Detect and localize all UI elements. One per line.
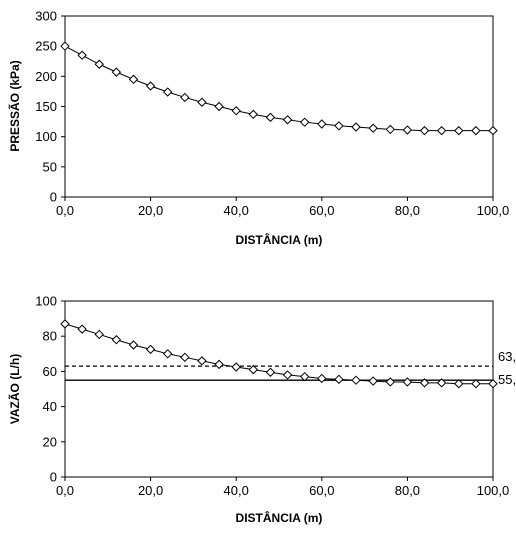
data-point-marker xyxy=(402,125,413,135)
x-tick-label: 60,0 xyxy=(309,483,334,498)
x-tick-label: 40,0 xyxy=(224,203,249,218)
data-point-marker xyxy=(214,359,224,370)
data-point-marker xyxy=(128,340,139,350)
flow-series xyxy=(60,319,498,389)
pressure-chart: 0 50 100 150 200 250 300 0,0 20,0 40,0 60,0 80,0 10… xyxy=(7,9,509,248)
pressure-x-ticks: 0,0 20,0 40,0 60,0 80,0 100,0 xyxy=(56,197,509,218)
reference-line-label: 55,0 xyxy=(498,372,516,387)
data-point-marker xyxy=(488,125,498,136)
data-point-marker xyxy=(299,117,310,127)
flow-x-axis-title: DISTÂNCIA (m) xyxy=(236,510,323,525)
flow-chart: 0 20 40 60 80 100 0,0 20,0 40,0 60,0 80,0 100,0 63… xyxy=(7,294,516,526)
flow-reference-lines: 63,0 55,0 xyxy=(65,349,516,387)
data-point-marker xyxy=(60,319,70,329)
y-tick-label: 200 xyxy=(35,69,57,84)
data-point-marker xyxy=(471,125,481,136)
x-tick-label: 80,0 xyxy=(395,203,420,218)
data-point-marker xyxy=(163,87,173,97)
data-point-marker xyxy=(334,374,344,385)
data-point-marker xyxy=(111,67,122,77)
x-tick-label: 20,0 xyxy=(138,203,163,218)
data-point-marker xyxy=(94,59,104,69)
data-point-marker xyxy=(436,125,447,136)
x-tick-label: 100,0 xyxy=(477,483,510,498)
pressure-x-axis-title: DISTÂNCIA (m) xyxy=(236,232,323,247)
x-tick-label: 60,0 xyxy=(309,203,334,218)
data-point-marker xyxy=(145,81,156,91)
data-point-marker xyxy=(163,349,173,359)
data-point-marker xyxy=(231,362,241,372)
x-tick-label: 100,0 xyxy=(477,203,510,218)
pressure-plot-area xyxy=(64,15,494,198)
data-point-marker xyxy=(471,379,481,389)
y-tick-label: 0 xyxy=(50,470,57,485)
data-point-marker xyxy=(282,115,293,125)
data-point-marker xyxy=(180,352,190,363)
data-point-marker xyxy=(197,356,207,366)
pressure-series xyxy=(60,41,498,136)
data-point-marker xyxy=(368,123,378,133)
pressure-y-ticks: 0 50 100 150 200 250 300 xyxy=(35,9,65,205)
data-point-marker xyxy=(60,41,70,51)
data-point-marker xyxy=(488,379,498,389)
flow-x-ticks: 0,0 20,0 40,0 60,0 80,0 100,0 xyxy=(56,477,509,498)
data-point-marker xyxy=(385,377,395,387)
data-point-marker xyxy=(77,324,87,334)
data-point-marker xyxy=(385,124,395,135)
data-point-marker xyxy=(180,92,190,103)
y-tick-label: 250 xyxy=(35,39,57,54)
y-tick-label: 100 xyxy=(35,129,57,144)
x-tick-label: 0,0 xyxy=(56,203,74,218)
data-point-marker xyxy=(299,371,310,382)
data-point-marker xyxy=(214,101,224,112)
data-point-marker xyxy=(77,50,87,60)
y-tick-label: 80 xyxy=(43,329,57,344)
data-point-marker xyxy=(368,376,378,386)
data-point-marker xyxy=(248,109,259,120)
data-point-marker xyxy=(351,122,361,132)
y-tick-label: 20 xyxy=(43,434,57,449)
pressure-y-axis-title: PRESSÃO (kPa) xyxy=(7,60,22,151)
y-tick-label: 300 xyxy=(35,9,57,24)
data-point-marker xyxy=(282,370,293,380)
y-tick-label: 100 xyxy=(35,294,57,309)
data-point-marker xyxy=(111,335,122,345)
data-point-marker xyxy=(317,119,327,129)
x-tick-label: 80,0 xyxy=(395,483,420,498)
data-point-marker xyxy=(419,125,430,136)
x-tick-label: 40,0 xyxy=(224,483,249,498)
y-tick-label: 60 xyxy=(43,364,57,379)
data-point-marker xyxy=(265,367,276,377)
data-point-marker xyxy=(351,375,361,385)
data-point-marker xyxy=(248,364,259,375)
data-point-marker xyxy=(317,373,327,384)
data-point-marker xyxy=(231,106,241,116)
data-point-marker xyxy=(419,378,430,388)
data-point-marker xyxy=(145,344,156,355)
flow-y-ticks: 0 20 40 60 80 100 xyxy=(35,294,65,485)
data-point-marker xyxy=(265,112,276,123)
data-point-marker xyxy=(334,121,344,131)
reference-line-label: 63,0 xyxy=(498,349,516,364)
flow-y-axis-title: VAZÃO (L/h) xyxy=(7,354,22,424)
data-point-marker xyxy=(436,378,447,388)
flow-plot-area xyxy=(64,300,494,478)
data-point-marker xyxy=(454,379,464,389)
y-tick-label: 150 xyxy=(35,99,57,114)
x-tick-label: 0,0 xyxy=(56,483,74,498)
y-tick-label: 40 xyxy=(43,399,57,414)
y-tick-label: 50 xyxy=(43,159,57,174)
x-tick-label: 20,0 xyxy=(138,483,163,498)
data-point-marker xyxy=(128,74,139,85)
data-point-marker xyxy=(402,377,413,387)
data-point-marker xyxy=(454,125,464,136)
data-point-marker xyxy=(94,329,104,340)
data-point-marker xyxy=(197,97,207,107)
y-tick-label: 0 xyxy=(50,190,57,205)
